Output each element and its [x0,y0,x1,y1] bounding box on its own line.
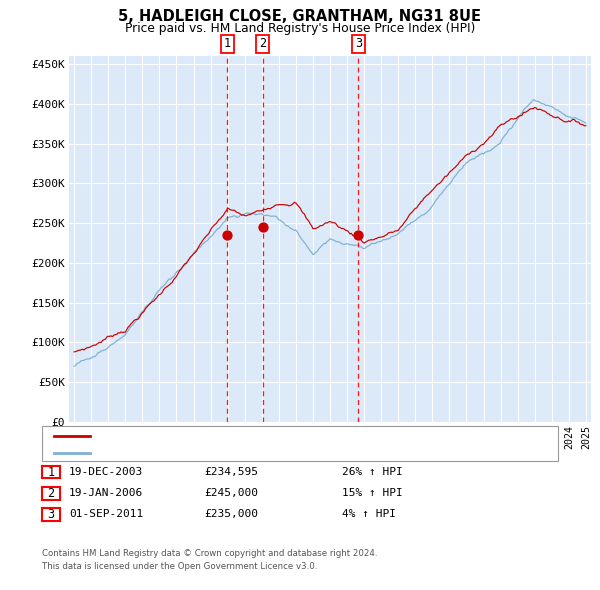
Text: 3: 3 [47,508,55,521]
Text: 1: 1 [224,38,230,51]
Point [258,222,268,232]
Text: 2: 2 [47,487,55,500]
Text: 19-JAN-2006: 19-JAN-2006 [69,489,143,498]
Text: £245,000: £245,000 [204,489,258,498]
Text: This data is licensed under the Open Government Licence v3.0.: This data is licensed under the Open Gov… [42,562,317,571]
Point [223,231,232,240]
Text: 1: 1 [47,466,55,478]
Text: HPI: Average price, detached house, South Kesteven: HPI: Average price, detached house, Sout… [96,448,409,457]
Text: Contains HM Land Registry data © Crown copyright and database right 2024.: Contains HM Land Registry data © Crown c… [42,549,377,558]
Text: £234,595: £234,595 [204,467,258,477]
Text: £235,000: £235,000 [204,510,258,519]
Text: Price paid vs. HM Land Registry's House Price Index (HPI): Price paid vs. HM Land Registry's House … [125,22,475,35]
Text: 19-DEC-2003: 19-DEC-2003 [69,467,143,477]
Text: 26% ↑ HPI: 26% ↑ HPI [342,467,403,477]
Text: 01-SEP-2011: 01-SEP-2011 [69,510,143,519]
Text: 4% ↑ HPI: 4% ↑ HPI [342,510,396,519]
Text: 5, HADLEIGH CLOSE, GRANTHAM, NG31 8UE: 5, HADLEIGH CLOSE, GRANTHAM, NG31 8UE [119,9,482,24]
Text: 5, HADLEIGH CLOSE, GRANTHAM, NG31 8UE (detached house): 5, HADLEIGH CLOSE, GRANTHAM, NG31 8UE (d… [96,431,433,441]
Text: 15% ↑ HPI: 15% ↑ HPI [342,489,403,498]
Text: 3: 3 [355,38,362,51]
Text: 2: 2 [259,38,266,51]
Point [353,230,363,240]
